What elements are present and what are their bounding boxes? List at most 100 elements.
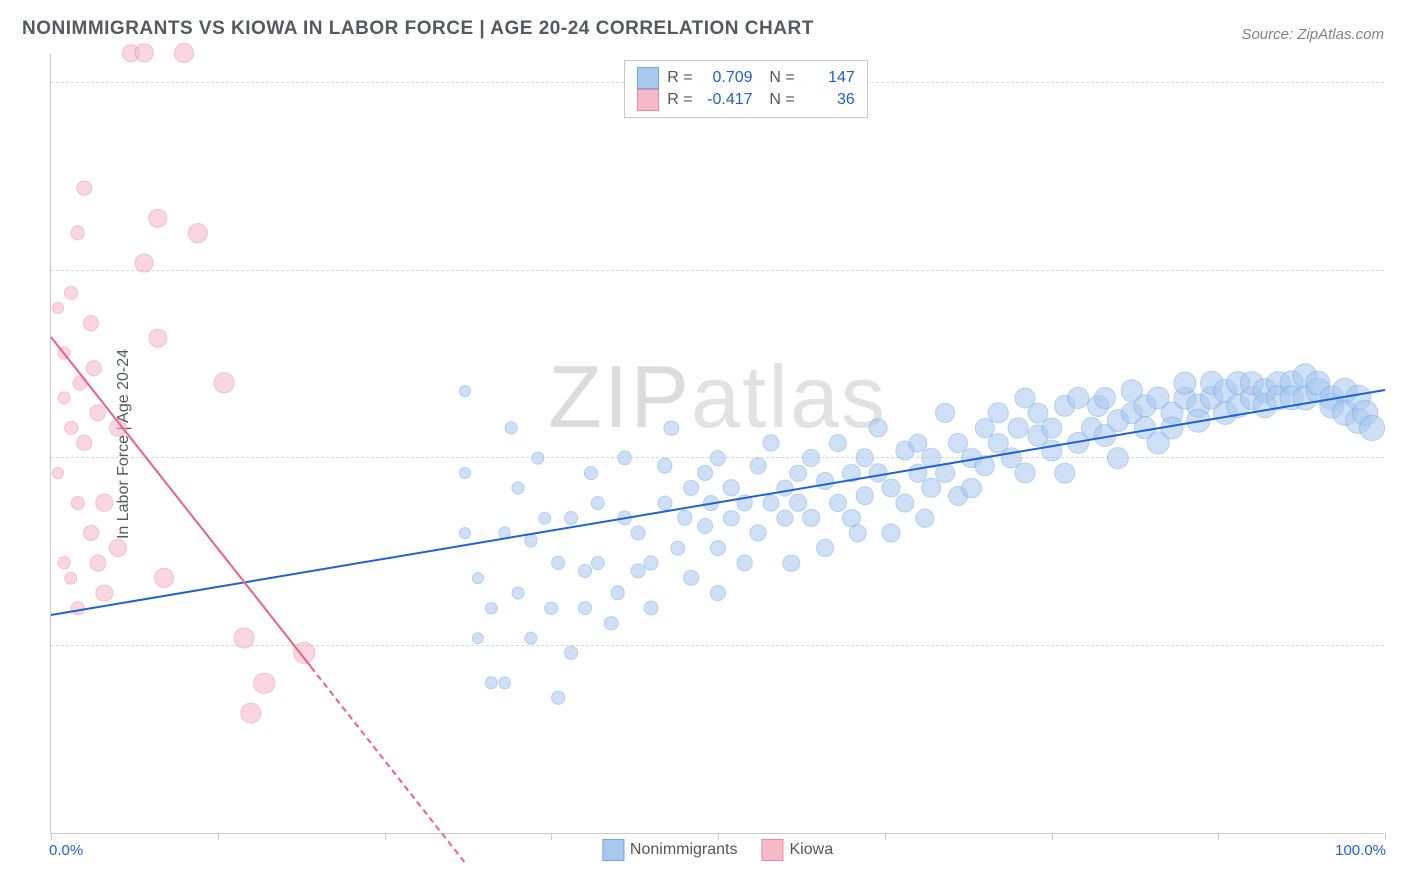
point-nonimmigrants xyxy=(630,526,645,541)
point-nonimmigrants xyxy=(829,434,847,452)
legend-n-label: N = xyxy=(761,91,795,109)
point-nonimmigrants xyxy=(677,510,693,526)
point-nonimmigrants xyxy=(584,466,598,480)
point-nonimmigrants xyxy=(723,480,740,497)
trend-line xyxy=(50,336,312,667)
point-nonimmigrants xyxy=(763,434,780,451)
point-nonimmigrants xyxy=(604,616,618,630)
point-kiowa xyxy=(154,568,174,588)
x-tick xyxy=(218,833,219,840)
legend-n-label: N = xyxy=(761,69,795,87)
legend-n-value: 147 xyxy=(803,69,855,87)
point-nonimmigrants xyxy=(545,601,559,615)
gridline xyxy=(51,270,1384,271)
point-nonimmigrants xyxy=(458,527,470,539)
point-nonimmigrants xyxy=(816,472,834,490)
point-nonimmigrants xyxy=(783,554,800,571)
legend-r-label: R = xyxy=(667,91,692,109)
point-nonimmigrants xyxy=(683,570,699,586)
point-nonimmigrants xyxy=(1041,417,1062,438)
legend-correlation: R = 0.709 N = 147 R = -0.417 N = 36 xyxy=(624,60,868,118)
point-kiowa xyxy=(174,43,194,63)
point-nonimmigrants xyxy=(578,601,592,615)
point-nonimmigrants xyxy=(750,457,767,474)
point-nonimmigrants xyxy=(498,677,511,690)
point-nonimmigrants xyxy=(869,419,888,438)
point-nonimmigrants xyxy=(644,555,659,570)
point-kiowa xyxy=(77,180,92,195)
point-kiowa xyxy=(89,405,106,422)
point-kiowa xyxy=(83,315,99,331)
point-nonimmigrants xyxy=(670,540,686,556)
legend-swatch-nonimmigrants xyxy=(637,67,659,89)
point-kiowa xyxy=(71,496,85,510)
point-nonimmigrants xyxy=(915,508,934,527)
point-nonimmigrants xyxy=(611,586,626,601)
point-kiowa xyxy=(96,494,114,512)
point-nonimmigrants xyxy=(459,385,471,397)
point-nonimmigrants xyxy=(789,494,807,512)
point-nonimmigrants xyxy=(1107,447,1129,469)
legend-swatch-kiowa xyxy=(762,839,784,861)
point-kiowa xyxy=(135,254,154,273)
point-kiowa xyxy=(52,302,64,314)
legend-r-value: 0.709 xyxy=(701,69,753,87)
legend-label: Nonimmigrants xyxy=(630,841,738,859)
legend-swatch-nonimmigrants xyxy=(602,839,624,861)
point-nonimmigrants xyxy=(472,572,484,584)
point-nonimmigrants xyxy=(935,403,955,423)
point-kiowa xyxy=(58,392,71,405)
point-kiowa xyxy=(64,286,78,300)
point-nonimmigrants xyxy=(776,479,793,496)
point-nonimmigrants xyxy=(1094,387,1116,409)
point-nonimmigrants xyxy=(505,422,518,435)
chart-title: NONIMMIGRANTS VS KIOWA IN LABOR FORCE | … xyxy=(22,18,814,40)
point-nonimmigrants xyxy=(988,403,1009,424)
point-kiowa xyxy=(85,360,101,376)
point-nonimmigrants xyxy=(657,495,672,510)
point-nonimmigrants xyxy=(736,555,753,572)
point-kiowa xyxy=(52,467,64,479)
point-nonimmigrants xyxy=(1014,463,1035,484)
point-nonimmigrants xyxy=(511,587,524,600)
point-nonimmigrants xyxy=(564,646,578,660)
point-nonimmigrants xyxy=(849,524,867,542)
point-nonimmigrants xyxy=(776,509,793,526)
point-kiowa xyxy=(89,555,106,572)
point-nonimmigrants xyxy=(710,450,726,466)
point-nonimmigrants xyxy=(564,511,578,525)
point-nonimmigrants xyxy=(591,556,605,570)
point-nonimmigrants xyxy=(458,467,470,479)
legend-r-label: R = xyxy=(667,69,692,87)
point-kiowa xyxy=(241,702,262,723)
point-kiowa xyxy=(234,628,255,649)
point-nonimmigrants xyxy=(511,481,524,494)
point-nonimmigrants xyxy=(816,539,834,557)
point-nonimmigrants xyxy=(472,632,484,644)
point-nonimmigrants xyxy=(1067,387,1089,409)
point-nonimmigrants xyxy=(710,540,726,556)
point-nonimmigrants xyxy=(591,496,605,510)
point-kiowa xyxy=(70,226,85,241)
legend-n-value: 36 xyxy=(803,91,855,109)
trend-line xyxy=(51,389,1385,616)
point-kiowa xyxy=(83,525,99,541)
x-tick xyxy=(1385,833,1386,840)
y-axis-title: In Labor Force | Age 20-24 xyxy=(115,348,133,538)
point-nonimmigrants xyxy=(829,494,847,512)
point-kiowa xyxy=(214,373,235,394)
x-tick xyxy=(51,833,52,840)
point-kiowa xyxy=(58,557,71,570)
point-nonimmigrants xyxy=(525,631,538,644)
point-nonimmigrants xyxy=(763,495,780,512)
point-nonimmigrants xyxy=(750,525,767,542)
x-tick xyxy=(1052,833,1053,840)
legend-series: Nonimmigrants Kiowa xyxy=(602,839,833,861)
watermark: ZIPatlas xyxy=(548,346,887,448)
point-nonimmigrants xyxy=(710,585,726,601)
legend-label: Kiowa xyxy=(790,841,834,859)
x-tick xyxy=(385,833,386,840)
point-nonimmigrants xyxy=(697,465,713,481)
plot-area: In Labor Force | Age 20-24 ZIPatlas R = … xyxy=(50,54,1384,834)
point-nonimmigrants xyxy=(485,677,498,690)
